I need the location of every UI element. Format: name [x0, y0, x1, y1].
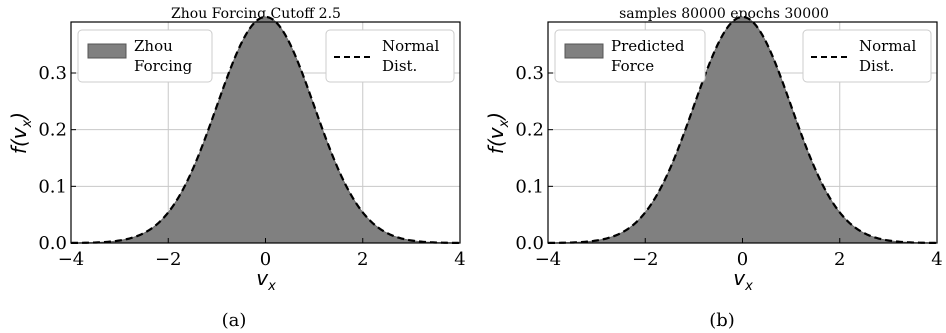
x-axis-label-b: vx	[733, 266, 753, 294]
legend-curve-a: Normal Dist.	[325, 29, 455, 83]
x-ticks-b: −4 −2 0 2 4	[535, 238, 943, 270]
chart-title-b: samples 80000 epochs 30000	[619, 6, 829, 22]
caption-b: (b)	[709, 310, 735, 331]
chart-panel-a: Zhou Forcing Cutoff 2.5 −4 −2 0 2 4 0.00.10.…	[7, 6, 466, 331]
legend-hist-a: Zhou Forcing	[77, 29, 213, 83]
legend-swatch-b	[564, 43, 604, 59]
x-tick-label-b-2: 0	[737, 249, 748, 270]
caption-a: (a)	[222, 310, 247, 331]
legend-swatch-a	[87, 43, 127, 59]
legend-label-curve-b-1: Normal	[859, 37, 916, 55]
legend-label-curve-a-2: Dist.	[382, 57, 417, 75]
y-tick-label-a-0: 0.0	[38, 233, 67, 254]
legend-label-hist-b-1: Predicted	[611, 37, 685, 55]
x-tick-label-b-3: 2	[834, 249, 845, 270]
legend-label-hist-a-2: Forcing	[134, 57, 193, 75]
x-tick-label-b-4: 4	[931, 249, 942, 270]
y-axis-label-b: f(vx)	[484, 112, 512, 154]
legend-hist-b: Predicted Force	[554, 29, 706, 83]
y-ticks-a: 0.0 0.1 0.2 0.3	[38, 63, 76, 254]
y-tick-label-b-3: 0.3	[515, 63, 544, 84]
x-axis-label-a: vx	[256, 266, 276, 294]
x-tick-label-b-1: −2	[632, 249, 659, 270]
legend-label-curve-a-1: Normal	[382, 37, 439, 55]
y-ticks-b: 0.0 0.1 0.2 0.3	[515, 63, 553, 254]
x-tick-label-a-2: 0	[260, 249, 271, 270]
y-tick-label-a-2: 0.2	[38, 120, 67, 141]
y-tick-label-a-3: 0.3	[38, 63, 67, 84]
y-tick-label-a-1: 0.1	[38, 176, 67, 197]
y-axis-label-a: f(vx)	[7, 112, 35, 154]
y-tick-label-b-2: 0.2	[515, 120, 544, 141]
legend-label-hist-b-2: Force	[611, 57, 654, 75]
legend-label-curve-b-2: Dist.	[859, 57, 894, 75]
x-ticks-a: −4 −2 0 2 4	[58, 238, 466, 270]
chart-panel-b: samples 80000 epochs 30000 −4 −2 0 2 4 0.00.…	[484, 6, 943, 331]
legend-curve-b: Normal Dist.	[802, 29, 932, 83]
y-tick-label-b-0: 0.0	[515, 233, 544, 254]
x-tick-label-b-0: −4	[535, 249, 562, 270]
x-tick-label-a-4: 4	[454, 249, 465, 270]
x-tick-label-a-0: −4	[58, 249, 85, 270]
chart-title-a: Zhou Forcing Cutoff 2.5	[171, 6, 341, 22]
x-tick-label-a-1: −2	[155, 249, 182, 270]
legend-label-hist-a-1: Zhou	[134, 37, 173, 55]
x-tick-label-a-3: 2	[357, 249, 368, 270]
y-tick-label-b-1: 0.1	[515, 176, 544, 197]
